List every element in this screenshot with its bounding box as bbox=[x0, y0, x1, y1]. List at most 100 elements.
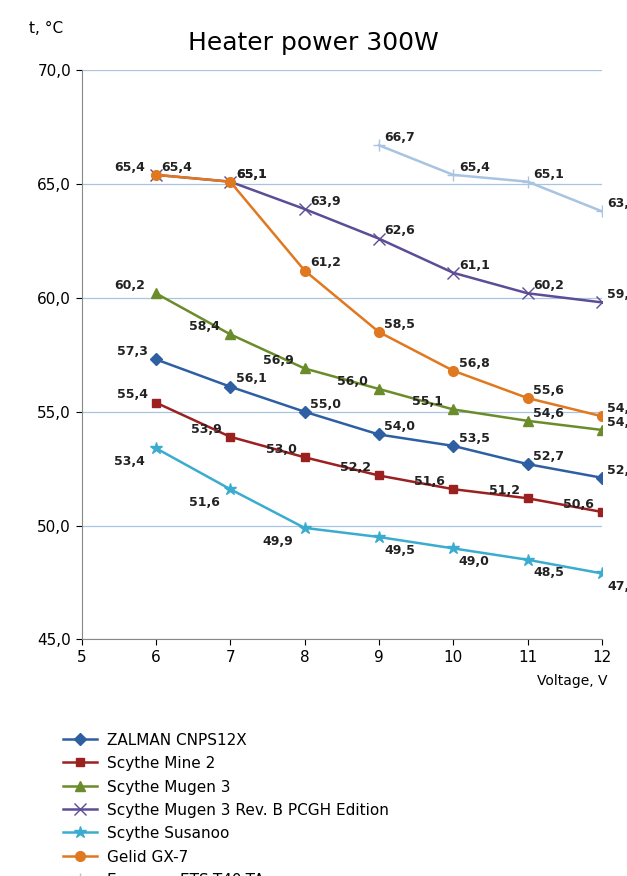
Text: 65,1: 65,1 bbox=[533, 167, 564, 180]
Text: 52,2: 52,2 bbox=[340, 462, 371, 474]
ZALMAN CNPS12X bbox=[301, 406, 308, 417]
Text: 65,4: 65,4 bbox=[459, 160, 490, 173]
Gelid GX-7 bbox=[226, 176, 234, 187]
Text: 56,9: 56,9 bbox=[263, 354, 293, 367]
Scythe Mugen 3 bbox=[450, 404, 457, 414]
Text: 56,0: 56,0 bbox=[337, 375, 368, 388]
Text: 55,1: 55,1 bbox=[411, 395, 443, 408]
Enermax ETS-T40-TA bbox=[524, 176, 531, 187]
ZALMAN CNPS12X bbox=[598, 472, 606, 483]
Gelid GX-7 bbox=[375, 327, 382, 337]
Scythe Mugen 3 Rev. B PCGH Edition bbox=[226, 176, 234, 187]
Text: t, °C: t, °C bbox=[29, 21, 63, 36]
Legend: ZALMAN CNPS12X, Scythe Mine 2, Scythe Mugen 3, Scythe Mugen 3 Rev. B PCGH Editio: ZALMAN CNPS12X, Scythe Mine 2, Scythe Mu… bbox=[63, 732, 389, 876]
Scythe Mugen 3 Rev. B PCGH Edition bbox=[598, 297, 606, 307]
Text: 58,4: 58,4 bbox=[189, 320, 219, 333]
Line: Scythe Susanoo: Scythe Susanoo bbox=[150, 442, 608, 580]
Text: 56,8: 56,8 bbox=[459, 357, 490, 370]
Gelid GX-7 bbox=[598, 411, 606, 421]
ZALMAN CNPS12X bbox=[450, 441, 457, 451]
Text: 58,5: 58,5 bbox=[384, 318, 415, 331]
Scythe Susanoo bbox=[598, 569, 606, 579]
Scythe Mine 2 bbox=[450, 484, 457, 494]
Text: Voltage, V: Voltage, V bbox=[537, 674, 607, 688]
Text: 59,8: 59,8 bbox=[608, 288, 627, 301]
Text: 50,6: 50,6 bbox=[563, 498, 594, 511]
Scythe Mugen 3 Rev. B PCGH Edition bbox=[152, 170, 160, 180]
Text: 55,6: 55,6 bbox=[533, 384, 564, 397]
Text: 62,6: 62,6 bbox=[384, 224, 415, 237]
Line: ZALMAN CNPS12X: ZALMAN CNPS12X bbox=[152, 355, 606, 482]
Text: Heater power 300W: Heater power 300W bbox=[188, 31, 439, 54]
Text: 61,2: 61,2 bbox=[310, 257, 341, 269]
Scythe Susanoo bbox=[301, 523, 308, 533]
Line: Scythe Mine 2: Scythe Mine 2 bbox=[152, 399, 606, 516]
Text: 60,2: 60,2 bbox=[114, 279, 145, 292]
Scythe Susanoo bbox=[450, 543, 457, 554]
Text: 51,6: 51,6 bbox=[189, 496, 219, 509]
Scythe Mine 2 bbox=[375, 470, 382, 481]
Enermax ETS-T40-TA bbox=[598, 206, 606, 216]
Scythe Mugen 3 bbox=[226, 329, 234, 340]
Enermax ETS-T40-TA bbox=[375, 140, 382, 151]
Scythe Mugen 3 bbox=[598, 425, 606, 435]
Text: 61,1: 61,1 bbox=[459, 258, 490, 272]
Scythe Mine 2 bbox=[226, 432, 234, 442]
Scythe Mugen 3 bbox=[152, 288, 160, 299]
Text: 52,1: 52,1 bbox=[608, 463, 627, 477]
Scythe Mugen 3 bbox=[301, 364, 308, 374]
Text: 54,0: 54,0 bbox=[384, 420, 416, 434]
Text: 63,8: 63,8 bbox=[608, 197, 627, 210]
Scythe Susanoo bbox=[152, 443, 160, 454]
Scythe Mine 2 bbox=[598, 506, 606, 517]
Line: Scythe Mugen 3: Scythe Mugen 3 bbox=[151, 288, 607, 434]
Text: 55,0: 55,0 bbox=[310, 398, 341, 411]
Text: 49,5: 49,5 bbox=[384, 544, 415, 556]
Scythe Mugen 3 Rev. B PCGH Edition bbox=[375, 233, 382, 244]
Text: 53,9: 53,9 bbox=[191, 422, 222, 435]
Gelid GX-7 bbox=[152, 170, 160, 180]
Text: 65,4: 65,4 bbox=[161, 160, 192, 173]
Scythe Susanoo bbox=[226, 484, 234, 494]
Scythe Mugen 3 Rev. B PCGH Edition bbox=[450, 267, 457, 278]
Text: 54,2: 54,2 bbox=[608, 416, 627, 428]
ZALMAN CNPS12X bbox=[152, 354, 160, 364]
ZALMAN CNPS12X bbox=[375, 429, 382, 440]
Text: 52,7: 52,7 bbox=[533, 450, 564, 463]
Text: 65,4: 65,4 bbox=[114, 160, 145, 173]
Text: 49,0: 49,0 bbox=[459, 555, 490, 568]
Gelid GX-7 bbox=[524, 392, 531, 403]
Text: 53,0: 53,0 bbox=[266, 443, 297, 456]
Text: 47,9: 47,9 bbox=[608, 580, 627, 593]
Gelid GX-7 bbox=[450, 365, 457, 376]
Scythe Mine 2 bbox=[524, 493, 531, 504]
Text: 53,4: 53,4 bbox=[114, 455, 145, 468]
ZALMAN CNPS12X bbox=[226, 381, 234, 392]
Scythe Susanoo bbox=[375, 532, 382, 542]
ZALMAN CNPS12X bbox=[524, 459, 531, 470]
Text: 60,2: 60,2 bbox=[533, 279, 564, 292]
Scythe Mugen 3 bbox=[375, 384, 382, 394]
Text: 65,1: 65,1 bbox=[236, 167, 266, 180]
Text: 63,9: 63,9 bbox=[310, 194, 340, 208]
Scythe Mugen 3 bbox=[524, 415, 531, 426]
Text: 55,4: 55,4 bbox=[117, 388, 148, 401]
Text: 49,9: 49,9 bbox=[263, 534, 293, 548]
Text: 54,8: 54,8 bbox=[608, 402, 627, 415]
Text: 57,3: 57,3 bbox=[117, 345, 148, 358]
Text: 54,6: 54,6 bbox=[533, 406, 564, 420]
Text: 53,5: 53,5 bbox=[459, 432, 490, 445]
Line: Scythe Mugen 3 Rev. B PCGH Edition: Scythe Mugen 3 Rev. B PCGH Edition bbox=[150, 169, 608, 308]
Text: 51,2: 51,2 bbox=[488, 484, 520, 497]
Scythe Mugen 3 Rev. B PCGH Edition bbox=[301, 204, 308, 215]
Text: 51,6: 51,6 bbox=[414, 475, 445, 488]
Text: 48,5: 48,5 bbox=[533, 567, 564, 579]
Scythe Mine 2 bbox=[301, 452, 308, 463]
Line: Enermax ETS-T40-TA: Enermax ETS-T40-TA bbox=[372, 139, 608, 217]
Text: 65,1: 65,1 bbox=[236, 167, 266, 180]
Text: 56,1: 56,1 bbox=[236, 372, 266, 385]
Enermax ETS-T40-TA bbox=[450, 170, 457, 180]
Text: 66,7: 66,7 bbox=[384, 131, 415, 144]
Gelid GX-7 bbox=[301, 265, 308, 276]
Line: Gelid GX-7: Gelid GX-7 bbox=[151, 170, 607, 421]
